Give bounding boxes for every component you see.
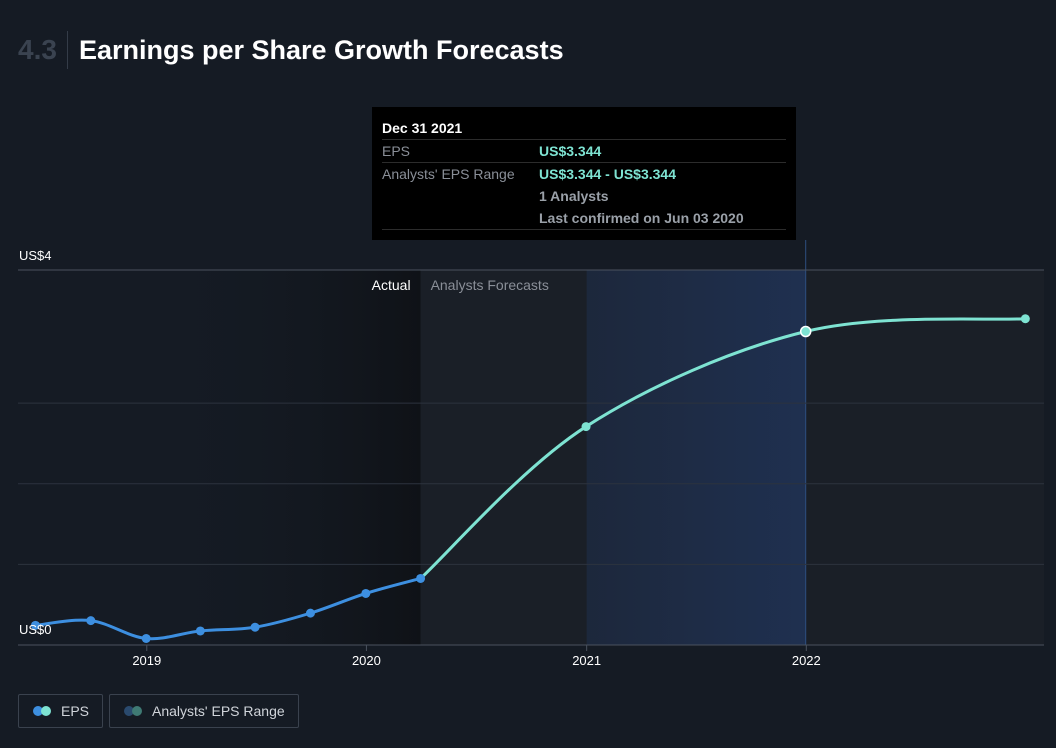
forecast-data-point: [581, 422, 591, 432]
actual-region: [150, 270, 421, 645]
highlight-range: [586, 270, 806, 645]
y-tick-label: US$0: [19, 622, 52, 637]
legend: EPS Analysts' EPS Range: [18, 694, 299, 728]
actual-data-point: [86, 616, 96, 626]
header: 4.3 Earnings per Share Growth Forecasts: [18, 30, 564, 70]
legend-eps-label: EPS: [61, 703, 90, 719]
tooltip-analysts-row: 1 Analysts: [382, 185, 786, 207]
forecast-region-label: Analysts Forecasts: [431, 277, 549, 293]
tooltip-range-value: US$3.344 - US$3.344: [539, 166, 676, 182]
x-tick-label: 2022: [792, 653, 821, 668]
range-legend-icon: [124, 706, 144, 716]
page-title: Earnings per Share Growth Forecasts: [78, 34, 564, 65]
actual-eps-line: [33, 576, 423, 641]
forecast-data-point: [799, 325, 812, 338]
tooltip-date: Dec 31 2021: [382, 117, 786, 140]
actual-data-point: [195, 626, 205, 636]
chart-tooltip: Dec 31 2021 EPS US$3.344 Analysts' EPS R…: [372, 107, 796, 240]
forecast-data-point: [1020, 314, 1030, 324]
actual-data-point: [30, 620, 40, 630]
actual-data-point: [416, 573, 426, 583]
actual-data-point: [361, 588, 371, 598]
actual-region-label: Actual: [372, 277, 411, 293]
forecast-eps-line: [419, 317, 1027, 580]
tooltip-range-label: Analysts' EPS Range: [382, 166, 515, 182]
tooltip-eps-value: US$3.344: [539, 143, 602, 159]
legend-eps-button[interactable]: EPS: [18, 694, 104, 728]
tooltip-eps-label: EPS: [382, 143, 411, 159]
legend-range-label: Analysts' EPS Range: [152, 703, 285, 719]
section-number: 4.3: [18, 31, 68, 69]
tooltip-confirmed: Last confirmed on Jun 03 2020: [539, 210, 744, 226]
y-tick-label: US$4: [19, 248, 52, 263]
actual-data-point: [250, 622, 260, 632]
tooltip-eps-row: EPS US$3.344: [382, 140, 786, 163]
legend-range-button[interactable]: Analysts' EPS Range: [109, 694, 299, 728]
x-tick-label: 2021: [572, 653, 601, 668]
tooltip-range-row: Analysts' EPS Range US$3.344 - US$3.344: [382, 163, 786, 185]
tooltip-analysts: 1 Analysts: [539, 188, 609, 204]
x-tick-label: 2019: [132, 653, 161, 668]
eps-legend-icon: [33, 706, 53, 716]
x-tick-label: 2020: [352, 653, 381, 668]
actual-data-point: [141, 633, 151, 643]
tooltip-confirmed-row: Last confirmed on Jun 03 2020: [382, 207, 786, 230]
actual-data-point: [305, 608, 315, 618]
